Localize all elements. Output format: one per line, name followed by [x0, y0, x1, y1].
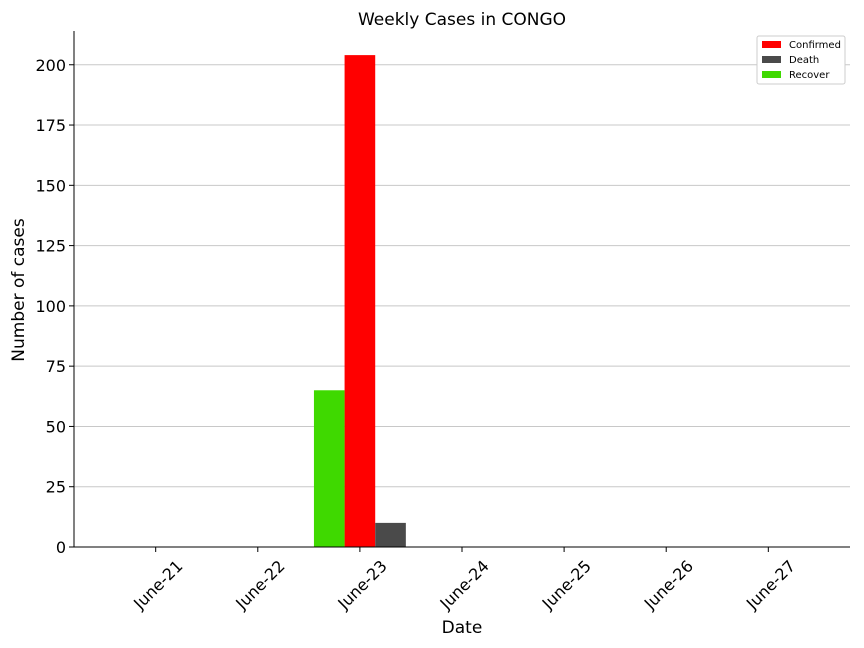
y-tick-label: 75: [46, 357, 66, 376]
legend-label-death: Death: [789, 55, 819, 66]
x-tick-label: June-23: [333, 556, 390, 613]
chart-title: Weekly Cases in CONGO: [358, 10, 566, 30]
legend-swatch-confirmed: [762, 41, 781, 48]
y-tick-label: 200: [35, 56, 66, 75]
x-tick-label: June-27: [742, 556, 799, 613]
x-tick-label: June-22: [231, 556, 288, 613]
bar-recover: [313, 390, 345, 547]
bars: [313, 55, 406, 547]
x-tick-label: June-21: [129, 556, 186, 613]
x-ticks: June-21 June-22 June-23 June-24 June-25 June-…: [129, 547, 799, 614]
x-axis-label: Date: [442, 618, 483, 638]
y-tick-label: 100: [35, 297, 66, 316]
y-tick-label: 0: [56, 538, 66, 557]
y-tick-label: 125: [35, 237, 66, 256]
y-tick-label: 175: [35, 116, 66, 135]
x-tick-label: June-26: [640, 556, 697, 613]
legend: Confirmed Death Recover: [756, 35, 846, 85]
y-axis-label: Number of cases: [9, 218, 29, 362]
legend-swatch-recover: [762, 71, 781, 78]
grid-lines: [74, 64, 850, 548]
y-tick-label: 150: [35, 176, 66, 195]
x-tick-label: June-24: [436, 556, 493, 613]
legend-label-confirmed: Confirmed: [789, 40, 841, 51]
x-tick-label: June-25: [538, 556, 595, 613]
y-ticks: 0 25 50 75 100 125 150 175 200: [35, 56, 74, 557]
legend-swatch-death: [762, 56, 781, 63]
bar-confirmed: [344, 55, 376, 547]
axes: [73, 31, 850, 548]
y-tick-label: 25: [46, 478, 66, 497]
y-tick-label: 50: [46, 417, 66, 436]
legend-label-recover: Recover: [789, 70, 830, 81]
bar-death: [375, 522, 406, 547]
